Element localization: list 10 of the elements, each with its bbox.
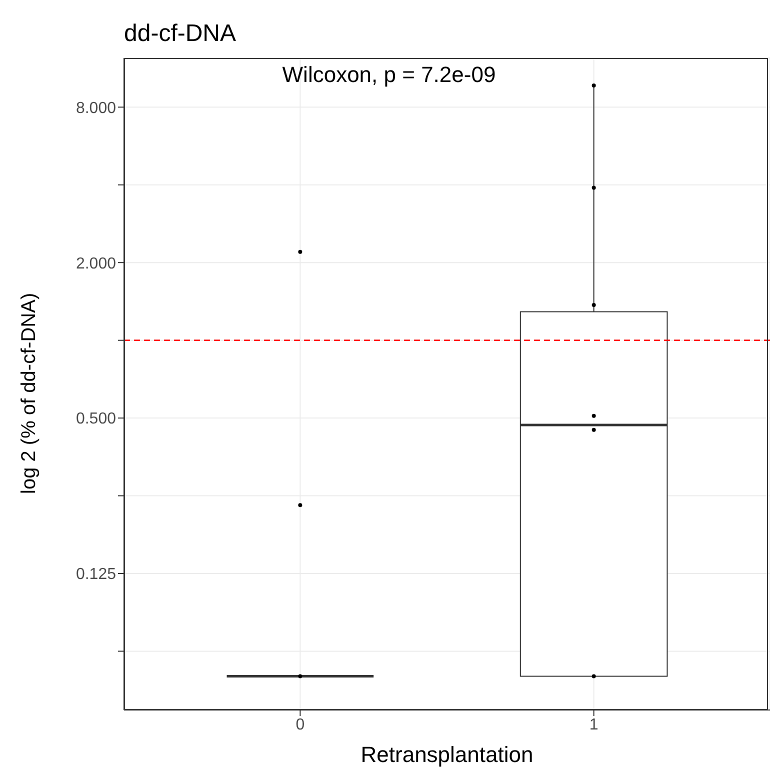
y-tick-label: 8.000 xyxy=(76,100,116,117)
y-axis-title: log 2 (% of dd-cf-DNA) xyxy=(18,292,40,494)
y-tick-label: 0.125 xyxy=(76,566,116,584)
x-axis-title: Retransplantation xyxy=(360,742,534,767)
chart-title: dd-cf-DNA xyxy=(124,20,236,48)
y-tick-label: 0.500 xyxy=(76,410,116,428)
annotation: Wilcoxon, p = 7.2e-09 xyxy=(281,62,497,88)
x-tick-label: 0 xyxy=(296,716,305,734)
x-tick-label: 1 xyxy=(589,716,598,734)
y-tick-label: 2.000 xyxy=(76,255,116,272)
